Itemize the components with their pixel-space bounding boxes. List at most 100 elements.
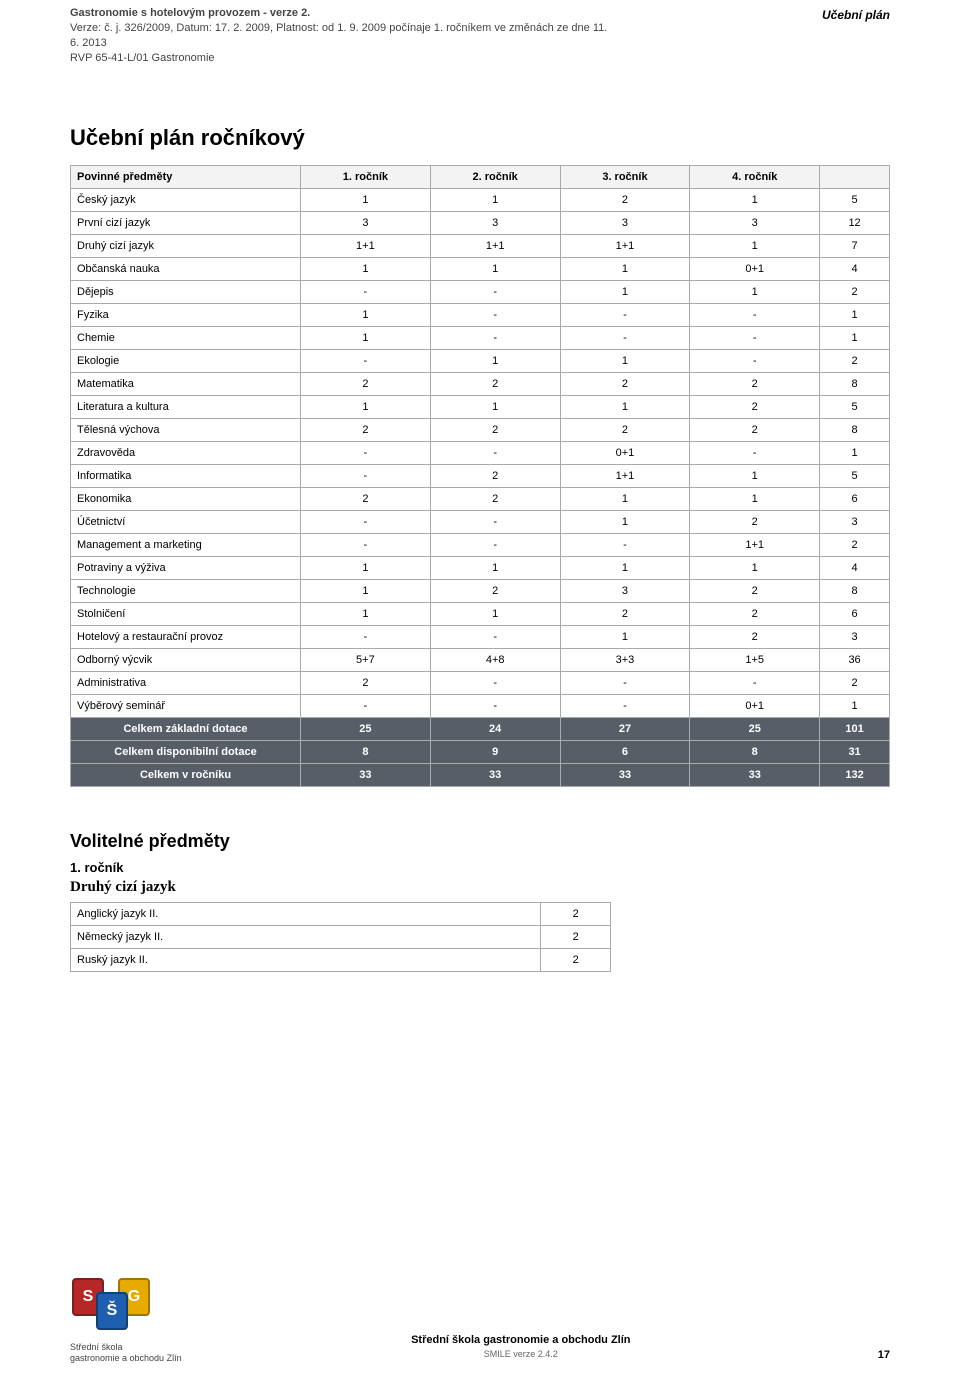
- optional-value: 2: [541, 949, 611, 972]
- subject-cell: Odborný výcvik: [71, 649, 301, 672]
- subject-cell: Český jazyk: [71, 189, 301, 212]
- value-cell: 3: [560, 580, 690, 603]
- value-cell: 2: [820, 672, 890, 695]
- value-cell: -: [560, 534, 690, 557]
- value-cell: 7: [820, 235, 890, 258]
- value-cell: 1: [560, 350, 690, 373]
- value-cell: 1: [820, 327, 890, 350]
- table-row: Administrativa2---2: [71, 672, 890, 695]
- value-cell: 6: [820, 603, 890, 626]
- subject-cell: Administrativa: [71, 672, 301, 695]
- page-footer: S Š G Střední škola gastronomie a obchod…: [70, 1278, 890, 1363]
- value-cell: -: [560, 672, 690, 695]
- table-row: Ekologie-11-2: [71, 350, 890, 373]
- value-cell: -: [301, 350, 431, 373]
- footer-school: Střední škola gastronomie a obchodu Zlín: [411, 1334, 630, 1346]
- totals-cell: 31: [820, 741, 890, 764]
- subject-cell: Účetnictví: [71, 511, 301, 534]
- value-cell: 1: [301, 304, 431, 327]
- value-cell: 8: [820, 580, 890, 603]
- table-row: Stolničení11226: [71, 603, 890, 626]
- value-cell: 1: [560, 626, 690, 649]
- optional-value: 2: [541, 926, 611, 949]
- doc-header-right: Učební plán: [822, 6, 890, 22]
- totals-row: Celkem disponibilní dotace896831: [71, 741, 890, 764]
- value-cell: 8: [820, 373, 890, 396]
- subject-cell: Management a marketing: [71, 534, 301, 557]
- value-cell: 1+1: [560, 235, 690, 258]
- subject-cell: Stolničení: [71, 603, 301, 626]
- value-cell: 5: [820, 465, 890, 488]
- value-cell: 6: [820, 488, 890, 511]
- table-row: Účetnictví--123: [71, 511, 890, 534]
- value-cell: 3: [690, 212, 820, 235]
- table-row: Management a marketing---1+12: [71, 534, 890, 557]
- value-cell: 1: [301, 189, 431, 212]
- value-cell: 2: [430, 419, 560, 442]
- optional-row: Německý jazyk II.2: [71, 926, 611, 949]
- value-cell: 2: [690, 626, 820, 649]
- value-cell: 1: [820, 442, 890, 465]
- value-cell: -: [301, 626, 431, 649]
- totals-label: Celkem základní dotace: [71, 718, 301, 741]
- totals-label: Celkem disponibilní dotace: [71, 741, 301, 764]
- value-cell: 1: [690, 465, 820, 488]
- value-cell: -: [430, 281, 560, 304]
- subject-cell: Výběrový seminář: [71, 695, 301, 718]
- value-cell: 2: [560, 189, 690, 212]
- value-cell: 2: [690, 511, 820, 534]
- subject-cell: Chemie: [71, 327, 301, 350]
- value-cell: 2: [690, 603, 820, 626]
- subject-cell: Ekologie: [71, 350, 301, 373]
- value-cell: 1: [301, 603, 431, 626]
- table-row: Odborný výcvik5+74+83+31+536: [71, 649, 890, 672]
- plan-table: Povinné předměty 1. ročník 2. ročník 3. …: [70, 165, 890, 787]
- value-cell: 2: [301, 488, 431, 511]
- value-cell: 1: [690, 557, 820, 580]
- value-cell: 2: [430, 488, 560, 511]
- col-hdr: 1. ročník: [301, 166, 431, 189]
- value-cell: 2: [690, 419, 820, 442]
- table-row: Hotelový a restaurační provoz--123: [71, 626, 890, 649]
- footer-version: SMILE verze 2.4.2: [182, 1348, 860, 1361]
- totals-cell: 8: [301, 741, 431, 764]
- value-cell: -: [301, 695, 431, 718]
- value-cell: 3: [820, 626, 890, 649]
- totals-cell: 33: [430, 764, 560, 787]
- subject-cell: Ekonomika: [71, 488, 301, 511]
- value-cell: -: [430, 511, 560, 534]
- totals-row: Celkem v ročníku33333333132: [71, 764, 890, 787]
- table-row: Matematika22228: [71, 373, 890, 396]
- value-cell: 3: [820, 511, 890, 534]
- subject-cell: Fyzika: [71, 304, 301, 327]
- table-row: Dějepis--112: [71, 281, 890, 304]
- value-cell: -: [430, 534, 560, 557]
- totals-cell: 9: [430, 741, 560, 764]
- value-cell: -: [690, 442, 820, 465]
- footer-page-number: 17: [860, 1349, 890, 1363]
- subject-cell: Druhý cizí jazyk: [71, 235, 301, 258]
- subject-cell: Potraviny a výživa: [71, 557, 301, 580]
- col-hdr: 4. ročník: [690, 166, 820, 189]
- logo-text: Střední škola gastronomie a obchodu Zlín: [70, 1342, 182, 1363]
- totals-cell: 8: [690, 741, 820, 764]
- optional-name: Anglický jazyk II.: [71, 903, 541, 926]
- value-cell: 2: [820, 350, 890, 373]
- value-cell: 2: [301, 419, 431, 442]
- value-cell: 2: [690, 580, 820, 603]
- doc-header-left: Gastronomie s hotelovým provozem - verze…: [70, 6, 610, 65]
- subject-cell: Hotelový a restaurační provoz: [71, 626, 301, 649]
- value-cell: 1: [301, 580, 431, 603]
- totals-cell: 24: [430, 718, 560, 741]
- table-row: Občanská nauka1110+14: [71, 258, 890, 281]
- value-cell: 1: [560, 258, 690, 281]
- optional-name: Ruský jazyk II.: [71, 949, 541, 972]
- value-cell: -: [301, 465, 431, 488]
- value-cell: -: [430, 695, 560, 718]
- table-row: Český jazyk11215: [71, 189, 890, 212]
- col-hdr: 3. ročník: [560, 166, 690, 189]
- value-cell: 36: [820, 649, 890, 672]
- value-cell: 2: [820, 281, 890, 304]
- value-cell: 1: [560, 488, 690, 511]
- totals-cell: 25: [301, 718, 431, 741]
